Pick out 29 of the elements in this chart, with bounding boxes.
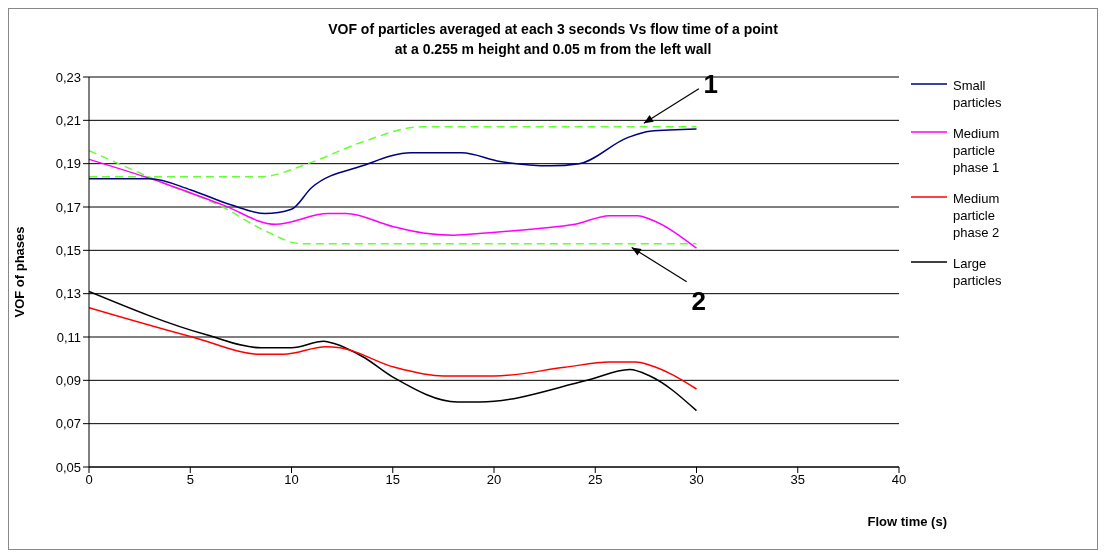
x-tick-label: 30 <box>689 472 704 488</box>
x-tick-label: 20 <box>486 472 502 488</box>
legend-label: Medium particle phase 1 <box>953 125 1001 176</box>
y-axis-title: VOF of phases <box>11 226 27 318</box>
x-tick-label: 40 <box>891 472 907 488</box>
x-tick-label: 0 <box>85 472 93 488</box>
y-tick-label: 0,11 <box>56 329 81 345</box>
line-series <box>89 128 698 215</box>
x-axis-title: Flow time (s) <box>867 514 947 529</box>
y-tick-label: 0,05 <box>55 459 81 475</box>
y-tick-label: 0,07 <box>55 416 81 432</box>
annotation: 2 <box>691 285 706 316</box>
y-tick-label: 0,17 <box>55 199 81 215</box>
y-tick-label: 0,21 <box>55 112 81 128</box>
x-tick-label: 15 <box>385 472 400 488</box>
y-tick-label: 0,15 <box>55 242 81 258</box>
annotation: 1 <box>703 68 719 99</box>
y-tick-label: 0,19 <box>55 156 81 172</box>
x-tick-label: 10 <box>284 472 299 488</box>
y-tick-label: 0,23 <box>55 69 81 85</box>
x-tick-label: 35 <box>790 472 805 488</box>
y-tick-label: 0,13 <box>55 286 81 302</box>
y-tick-label: 0,09 <box>55 372 81 388</box>
legend-label: Large particles <box>953 255 1003 289</box>
x-tick-label: 5 <box>186 472 194 488</box>
chart-title: VOF of particles averaged at each 3 seconds Vs flow time of a point at a 0.255 m height and 0.05 m from the left wall <box>327 20 779 59</box>
x-tick-label: 25 <box>588 472 603 488</box>
legend-label: Small particles <box>953 77 1003 111</box>
legend-label: Medium particle phase 2 <box>953 190 1001 241</box>
